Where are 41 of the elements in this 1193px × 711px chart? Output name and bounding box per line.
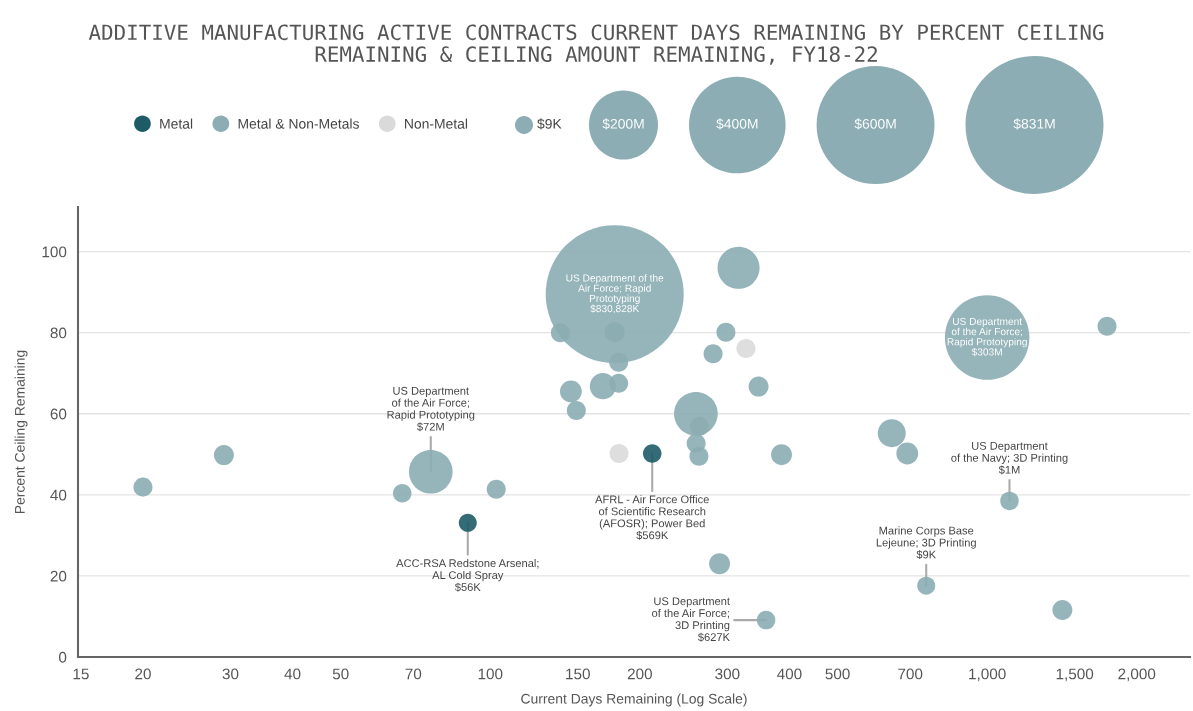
x-tick-label: 70 [405, 668, 422, 680]
x-tick-label: 700 [898, 668, 923, 680]
x-tick-label: 30 [222, 668, 239, 680]
legend-label: $9K [537, 118, 562, 130]
legend-label: Non-Metal [405, 118, 468, 129]
y-tick-label: 0 [58, 651, 67, 663]
x-tick-label: 500 [825, 668, 850, 680]
legend-label: $400M [716, 118, 758, 130]
x-tick-label: 100 [478, 668, 503, 680]
annotation: US Department of the Navy; 3D Printing $1M [951, 441, 1068, 475]
annotation: US Department of the Air Force; Rapid Prototyping $72M [387, 386, 475, 432]
x-tick-label: 300 [715, 668, 740, 680]
y-tick-label: 20 [50, 570, 67, 582]
legend-label: Metal [160, 118, 193, 129]
x-tick-label: 50 [332, 668, 349, 680]
y-axis-title: Percent Ceiling Remaining [14, 350, 28, 514]
annotation: US Department of the Air Force; Rapid Prototyping $830,828K [566, 274, 664, 314]
x-tick-label: 40 [284, 668, 301, 680]
legend-label: Metal & Non-Metals [238, 118, 359, 129]
annotation: US Department of the Air Force; 3D Printing $627K [652, 597, 730, 642]
legend-label: $600M [854, 118, 896, 130]
y-tick-label: 40 [50, 489, 67, 501]
legend-label: $200M [602, 118, 644, 130]
annotation: US Department of the Air Force; Rapid Prototyping $303M [947, 317, 1027, 357]
annotation: AFRL - Air Force Office of Scientific Research (AFOSR); Power Bed $569K [595, 495, 709, 540]
x-tick-label: 150 [566, 668, 590, 680]
x-tick-label: 1,500 [1056, 668, 1094, 682]
y-tick-label: 100 [42, 246, 67, 258]
annotation: Marine Corps Base Lejeune; 3D Printing $9K [876, 526, 976, 560]
chart-title: ADDITIVE MANUFACTURING ACTIVE CONTRACTS CURRENT DAYS REMAINING BY PERCENT CEILING REMAINING & CEILING AMOUNT REMAINING, FY18-22 [88, 24, 1104, 65]
x-tick-label: 1,000 [969, 668, 1006, 682]
x-axis-title: Current Days Remaining (Log Scale) [521, 693, 747, 707]
x-tick-label: 15 [73, 668, 89, 680]
legend-label: $831M [1013, 118, 1055, 130]
y-tick-label: 80 [50, 327, 67, 339]
annotation: ACC-RSA Redstone Arsenal; AL Cold Spray $56K [396, 558, 539, 592]
x-tick-label: 200 [627, 668, 652, 680]
x-tick-label: 2,000 [1118, 668, 1156, 682]
y-tick-label: 60 [50, 408, 67, 420]
x-tick-label: 400 [777, 668, 802, 680]
x-tick-label: 20 [135, 668, 151, 680]
